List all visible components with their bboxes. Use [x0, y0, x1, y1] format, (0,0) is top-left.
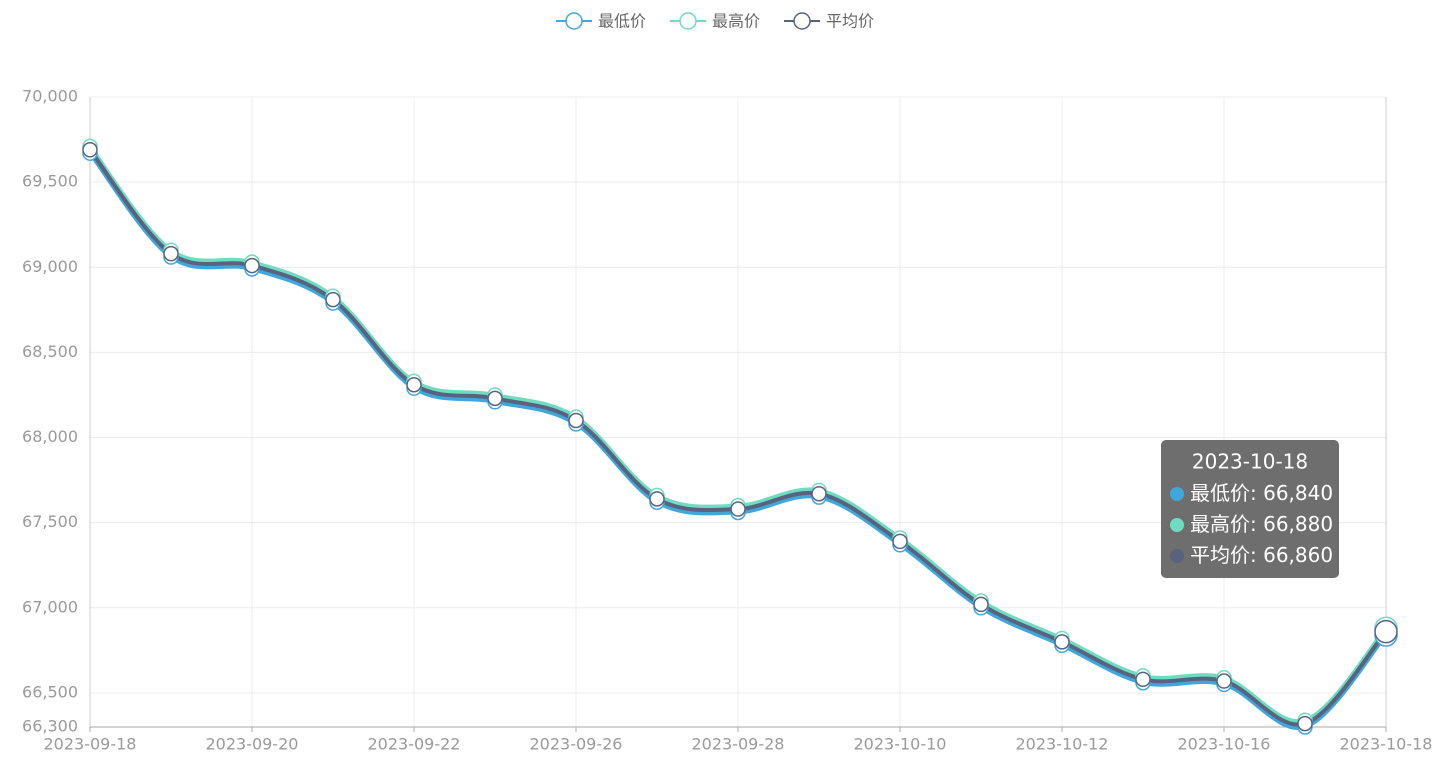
y-tick-label: 69,500 [22, 172, 78, 191]
x-tick-label: 2023-09-18 [44, 735, 137, 754]
tooltip-series-name: 最高价 [1190, 512, 1250, 536]
x-tick-label: 2023-09-20 [206, 735, 299, 754]
point [811, 485, 827, 502]
point [1135, 671, 1151, 688]
x-tick-label: 2023-10-16 [1178, 735, 1271, 754]
tooltip-item: 平均价: 66,860 [1190, 543, 1333, 567]
y-tick-label: 68,000 [22, 427, 78, 446]
tooltip-dot [1170, 549, 1184, 563]
y-tick-label: 66,500 [22, 682, 78, 701]
tooltip-series-name: 平均价 [1190, 543, 1250, 567]
legend-symbol [679, 12, 697, 30]
point [568, 412, 584, 429]
tooltip-value: 66,880 [1263, 512, 1333, 536]
tooltip-sep: : [1250, 512, 1263, 536]
point [973, 596, 989, 613]
tooltip-sep: : [1250, 481, 1263, 505]
point [892, 533, 908, 550]
tooltip-box [1161, 440, 1339, 578]
point [325, 291, 341, 308]
x-tick-label: 2023-10-12 [1016, 735, 1109, 754]
point [82, 142, 98, 158]
legend-item[interactable]: 最高价 [670, 12, 760, 31]
tooltip-series-name: 最低价 [1190, 481, 1250, 505]
y-tick-label: 70,000 [22, 87, 78, 106]
y-tick-label: 68,500 [22, 342, 78, 361]
tooltip-title: 2023-10-18 [1192, 450, 1308, 474]
legend-symbol [565, 12, 583, 30]
legend-item[interactable]: 平均价 [784, 12, 874, 31]
x-tick-label: 2023-09-26 [530, 735, 623, 754]
x-tick-label: 2023-10-18 [1340, 735, 1433, 754]
point [406, 377, 422, 393]
tooltip-item: 最低价: 66,840 [1190, 481, 1333, 505]
x-tick-label: 2023-09-28 [692, 735, 785, 754]
y-tick-label: 69,000 [22, 257, 78, 276]
legend-label: 最高价 [712, 12, 760, 31]
legend-symbol [793, 12, 811, 30]
legend-item[interactable]: 最低价 [556, 12, 646, 31]
point [649, 491, 665, 507]
y-tick-label: 66,300 [22, 717, 78, 736]
tooltip-value: 66,840 [1263, 481, 1333, 505]
tooltip-value: 66,860 [1263, 543, 1333, 567]
point [163, 245, 179, 262]
point [1216, 673, 1232, 689]
tooltip-dot [1170, 487, 1184, 501]
point [1374, 619, 1398, 644]
tooltip-sep: : [1250, 543, 1263, 567]
tooltip-item: 最高价: 66,880 [1190, 512, 1333, 536]
point [487, 390, 503, 407]
point [1054, 634, 1070, 650]
tooltip-dot [1170, 518, 1184, 532]
point [1297, 715, 1313, 732]
tooltip: 2023-10-18 最低价: 66,840 最高价: 66,880 平均价: 66,… [1161, 440, 1339, 578]
y-tick-label: 67,000 [22, 597, 78, 616]
legend-label: 最低价 [598, 12, 646, 31]
y-tick-label: 67,500 [22, 512, 78, 531]
legend-label: 平均价 [826, 12, 874, 31]
x-tick-label: 2023-09-22 [368, 735, 461, 754]
point [730, 501, 746, 517]
point [244, 257, 260, 274]
x-tick-label: 2023-10-10 [854, 735, 947, 754]
